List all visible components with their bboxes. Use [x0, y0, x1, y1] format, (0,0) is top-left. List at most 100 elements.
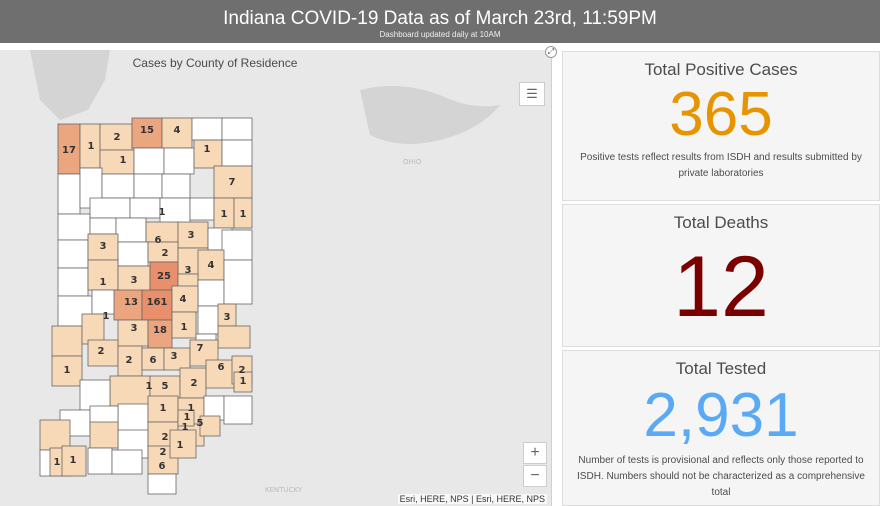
county-case-count: 3 [131, 275, 138, 286]
county-shape[interactable] [221, 139, 253, 167]
county-case-count: 1 [54, 457, 61, 468]
county-shape[interactable] [39, 419, 71, 451]
county-case-count: 1 [120, 155, 127, 166]
county-shape[interactable] [193, 139, 223, 169]
county-case-count: 2 [126, 355, 133, 366]
county-shape[interactable] [197, 279, 225, 307]
county-case-count: 18 [153, 325, 167, 336]
county-shape[interactable] [133, 147, 165, 175]
county-case-count: 1 [221, 209, 228, 220]
county-shape[interactable] [223, 259, 253, 305]
county-shape[interactable] [177, 409, 195, 427]
county-shape[interactable] [115, 217, 147, 243]
county-shape[interactable] [109, 375, 151, 407]
tested-card: Total Tested 2,931 Number of tests is pr… [562, 350, 880, 506]
county-shape[interactable] [213, 165, 253, 199]
deaths-title: Total Deaths [673, 213, 769, 232]
county-shape[interactable] [223, 395, 253, 425]
county-shape[interactable] [161, 173, 191, 199]
county-case-count: 1 [70, 455, 77, 466]
county-case-count: 1 [240, 376, 247, 387]
county-shape[interactable] [51, 355, 83, 387]
county-shape[interactable] [161, 117, 193, 149]
tested-title: Total Tested [675, 359, 767, 378]
county-shape[interactable] [191, 117, 223, 141]
county-shape[interactable] [147, 319, 173, 349]
county-shape[interactable] [117, 319, 149, 347]
county-shape[interactable] [205, 359, 235, 389]
county-map-panel[interactable]: OHIO KENTUCKY 17 1 2 15 4 1 1 7 1 1 1 6 3 3 2 1 3 25 3 4 13 1… [0, 50, 552, 506]
state-label-ohio: OHIO [403, 158, 422, 166]
county-shape[interactable] [147, 473, 177, 495]
county-case-count: 13 [124, 297, 138, 308]
county-shape[interactable] [221, 229, 253, 261]
county-case-count: 5 [162, 381, 169, 392]
county-shape[interactable] [233, 371, 253, 393]
county-case-count: 2 [239, 365, 246, 376]
county-shape[interactable] [189, 197, 215, 221]
county-case-count: 1 [159, 207, 166, 218]
county-shape[interactable] [163, 147, 195, 175]
county-shape[interactable] [79, 379, 111, 411]
county-shape[interactable] [81, 313, 105, 345]
county-shape[interactable] [89, 421, 119, 449]
county-case-count: 6 [159, 461, 166, 472]
county-shape[interactable] [217, 325, 251, 349]
county-case-count: 2 [114, 132, 121, 143]
county-case-count: 1 [160, 403, 167, 414]
county-case-count: 3 [171, 351, 178, 362]
county-case-count: 3 [100, 241, 107, 252]
county-shapes [39, 117, 253, 495]
county-shape[interactable] [171, 285, 199, 313]
county-shape[interactable] [171, 311, 197, 339]
county-case-count: 1 [181, 322, 188, 333]
county-shape[interactable] [57, 213, 91, 241]
county-case-count: 1 [64, 365, 71, 376]
county-shape[interactable] [117, 403, 149, 433]
county-shape[interactable] [99, 149, 135, 175]
county-shape[interactable] [87, 259, 119, 291]
county-case-count: 4 [180, 294, 187, 305]
county-shape[interactable] [89, 217, 117, 235]
county-shape[interactable] [129, 197, 161, 219]
county-case-count: 6 [150, 355, 157, 366]
county-shape[interactable] [111, 449, 143, 475]
county-shape[interactable] [233, 197, 253, 229]
county-shape[interactable] [61, 445, 87, 477]
lake-erie [360, 86, 500, 144]
county-shape[interactable] [101, 173, 135, 199]
county-shape[interactable] [57, 267, 89, 297]
county-case-count: 2 [162, 432, 169, 443]
county-case-count: 5 [197, 418, 204, 429]
deaths-value: 12 [673, 239, 769, 335]
county-case-count: 6 [155, 235, 162, 246]
county-shape[interactable] [117, 241, 149, 267]
county-case-count: 3 [188, 230, 195, 241]
county-shape[interactable] [51, 325, 83, 357]
county-shape[interactable] [199, 415, 221, 437]
county-shape[interactable] [87, 447, 113, 475]
county-shape[interactable] [147, 395, 179, 423]
county-shape[interactable] [87, 233, 119, 261]
expand-icon[interactable]: ⤢ [545, 46, 557, 58]
county-shape[interactable] [133, 173, 163, 199]
county-shape[interactable] [221, 117, 253, 141]
county-shape[interactable] [89, 197, 131, 219]
county-case-count: 7 [229, 177, 236, 188]
county-shape[interactable] [145, 221, 179, 243]
county-shape[interactable] [177, 221, 209, 249]
county-shape[interactable] [179, 367, 207, 399]
county-shape[interactable] [117, 265, 151, 293]
county-shape[interactable] [57, 239, 89, 269]
legend-list-icon[interactable]: ☰ [519, 82, 545, 106]
county-shape[interactable] [169, 429, 197, 459]
county-shape[interactable] [117, 345, 143, 377]
zoom-out-button[interactable]: − [523, 465, 547, 487]
county-shape[interactable] [131, 117, 163, 149]
positive-cases-card: Total Positive Cases 365 Positive tests … [562, 51, 880, 201]
zoom-in-button[interactable]: + [523, 442, 547, 464]
county-shape[interactable] [57, 173, 81, 215]
county-case-count: 1 [204, 144, 211, 155]
